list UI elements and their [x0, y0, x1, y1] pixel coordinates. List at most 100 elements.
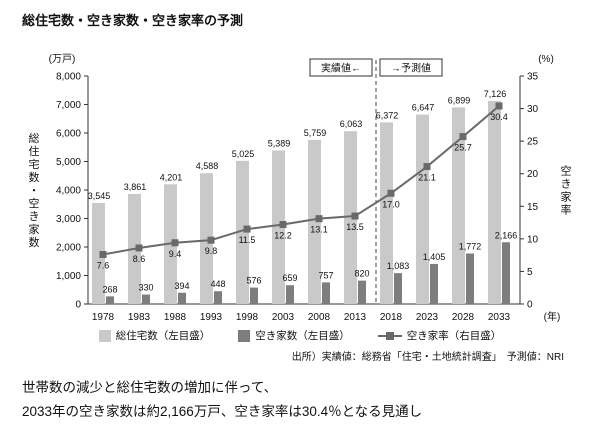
svg-text:5,000: 5,000 [56, 157, 81, 168]
svg-text:5,759: 5,759 [304, 128, 327, 138]
svg-text:659: 659 [282, 273, 297, 283]
legend-swatch-rate [377, 331, 402, 340]
legend-item-vacant: 空き家数（左目盛） [238, 328, 350, 343]
svg-text:空: 空 [561, 164, 572, 178]
legend-swatch-vacant [238, 329, 251, 342]
svg-text:1978: 1978 [92, 312, 115, 323]
svg-text:き: き [561, 178, 572, 191]
svg-text:4,000: 4,000 [56, 186, 81, 197]
svg-text:2008: 2008 [308, 312, 331, 323]
svg-text:1,772: 1,772 [459, 241, 482, 251]
svg-text:6,000: 6,000 [56, 129, 81, 140]
svg-text:1983: 1983 [128, 312, 151, 323]
svg-text:9.8: 9.8 [205, 246, 218, 256]
svg-text:7,000: 7,000 [56, 100, 81, 111]
svg-text:25.7: 25.7 [454, 143, 472, 153]
svg-text:総: 総 [29, 131, 40, 145]
bar-value-labels: 3,545 268 3,861 330 4,201 394 4,588 448 5,025 576… [88, 89, 518, 294]
svg-text:820: 820 [354, 269, 369, 279]
svg-text:3,000: 3,000 [56, 214, 81, 225]
svg-text:1998: 1998 [236, 312, 259, 323]
svg-text:35: 35 [527, 72, 539, 83]
svg-text:268: 268 [102, 284, 117, 294]
svg-text:宅: 宅 [29, 157, 40, 171]
svg-text:8.6: 8.6 [133, 254, 146, 264]
svg-text:空: 空 [29, 196, 40, 210]
chart-title: 総住宅数・空き家数・空き家率の予測 [22, 13, 244, 28]
rate-value-labels: 7.6 8.6 9.4 9.8 11.5 12.2 13.1 13.5 17.0 21.1 25.7… [97, 112, 508, 271]
svg-text:2023: 2023 [416, 312, 439, 323]
svg-text:448: 448 [210, 279, 225, 289]
legend-swatch-total [98, 329, 111, 342]
legend-item-rate: 空き家率（右目盛） [377, 328, 502, 343]
svg-text:(万戸): (万戸) [49, 53, 76, 65]
svg-text:6,372: 6,372 [376, 110, 399, 120]
svg-text:25: 25 [527, 137, 539, 148]
source-note: 出所）実績値：総務省「住宅・土地統計調査」 予測値：NRI [291, 352, 564, 363]
svg-text:数: 数 [29, 236, 40, 249]
svg-text:1993: 1993 [200, 312, 223, 323]
bars-vacant [106, 242, 510, 304]
svg-text:2003: 2003 [272, 312, 295, 323]
svg-text:1,000: 1,000 [56, 271, 81, 282]
legend-label-rate: 空き家率（右目盛） [406, 330, 502, 342]
svg-text:30: 30 [527, 104, 539, 115]
svg-text:15: 15 [527, 202, 539, 213]
svg-text:き: き [29, 210, 40, 223]
svg-text:(%): (%) [538, 54, 554, 65]
chart-legend: 総住宅数（左目盛） 空き家数（左目盛） 空き家率（右目盛） [0, 328, 600, 343]
svg-text:30.4: 30.4 [490, 112, 508, 122]
svg-text:家: 家 [561, 190, 572, 204]
svg-text:実績値←: 実績値← [321, 62, 361, 75]
period-annotations: 実績値← →予測値 [309, 58, 443, 77]
svg-text:21.1: 21.1 [418, 173, 436, 183]
svg-text:12.2: 12.2 [274, 231, 292, 241]
svg-text:17.0: 17.0 [382, 199, 400, 209]
svg-text:5,389: 5,389 [268, 138, 291, 148]
svg-text:4,588: 4,588 [196, 161, 219, 171]
svg-text:2018: 2018 [380, 312, 403, 323]
summary-text: 世帯数の減少と総住宅数の増加に伴って、 2033年の空き家数は約2,166万戸、… [22, 376, 422, 423]
svg-text:数: 数 [29, 171, 40, 184]
legend-item-total: 総住宅数（左目盛） [98, 328, 211, 343]
svg-text:5,025: 5,025 [232, 149, 255, 159]
svg-text:13.1: 13.1 [310, 225, 328, 235]
legend-label-total: 総住宅数（左目盛） [115, 330, 211, 342]
svg-text:3,545: 3,545 [88, 191, 111, 201]
svg-text:1,083: 1,083 [387, 261, 410, 271]
svg-text:2013: 2013 [344, 312, 367, 323]
svg-text:7.6: 7.6 [97, 260, 110, 270]
svg-text:家: 家 [29, 222, 40, 236]
svg-text:757: 757 [318, 270, 333, 280]
svg-text:576: 576 [246, 276, 261, 286]
axes: 0 1,000 2,000 3,000 4,000 5,000 6,000 7,000 8,00… [49, 53, 554, 311]
summary-line-1: 世帯数の減少と総住宅数の増加に伴って、 [22, 380, 278, 395]
svg-text:9.4: 9.4 [169, 249, 182, 259]
svg-text:住: 住 [29, 144, 40, 158]
svg-text:(年): (年) [544, 310, 561, 323]
svg-text:6,063: 6,063 [340, 119, 363, 129]
svg-text:4,201: 4,201 [160, 172, 183, 182]
svg-text:394: 394 [174, 281, 189, 291]
svg-text:2028: 2028 [452, 312, 475, 323]
legend-label-vacant: 空き家数（左目盛） [255, 330, 350, 342]
svg-text:→予測値: →予測値 [391, 62, 431, 75]
bars-total [92, 100, 501, 304]
svg-text:8,000: 8,000 [56, 72, 81, 83]
summary-line-2: 2033年の空き家数は約2,166万戸、空き家率は30.4％となる見通し [22, 403, 423, 419]
svg-text:3,861: 3,861 [124, 182, 147, 192]
svg-text:10: 10 [527, 234, 539, 245]
svg-text:5: 5 [527, 267, 533, 278]
svg-text:・: ・ [29, 185, 40, 197]
svg-text:7,126: 7,126 [484, 89, 507, 99]
svg-text:2,166: 2,166 [495, 230, 518, 240]
svg-text:1,405: 1,405 [423, 252, 446, 262]
svg-text:0: 0 [527, 300, 533, 311]
svg-text:1988: 1988 [164, 312, 187, 323]
svg-text:11.5: 11.5 [239, 235, 256, 245]
vacancy-rate-line [99, 102, 503, 258]
svg-text:率: 率 [561, 203, 572, 217]
svg-text:2033: 2033 [488, 312, 511, 323]
svg-text:13.5: 13.5 [346, 222, 364, 232]
